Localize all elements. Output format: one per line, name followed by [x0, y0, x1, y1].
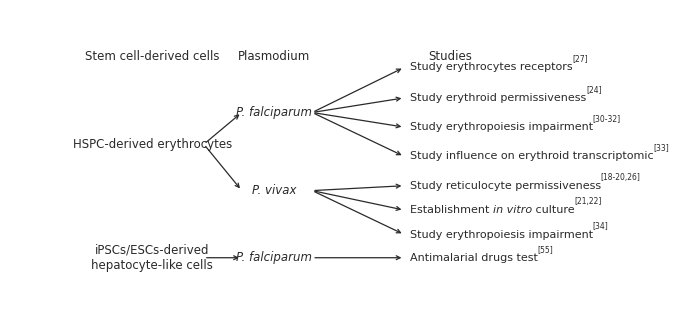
- Text: [24]: [24]: [586, 85, 602, 94]
- Text: Study erythropoiesis impairment: Study erythropoiesis impairment: [410, 230, 593, 240]
- Text: [21,22]: [21,22]: [575, 197, 602, 206]
- Text: iPSCs/ESCs-derived
hepatocyte-like cells: iPSCs/ESCs-derived hepatocyte-like cells: [92, 243, 213, 272]
- Text: Study erythroid permissiveness: Study erythroid permissiveness: [410, 93, 586, 103]
- Text: in vitro: in vitro: [493, 205, 532, 215]
- Text: [34]: [34]: [593, 222, 609, 230]
- Text: Study influence on erythroid transcriptomic: Study influence on erythroid transcripto…: [410, 152, 654, 161]
- Text: Antimalarial drugs test: Antimalarial drugs test: [410, 253, 538, 263]
- Text: P. vivax: P. vivax: [252, 184, 296, 197]
- Text: [30-32]: [30-32]: [593, 114, 621, 123]
- Text: HSPC-derived erythrocytes: HSPC-derived erythrocytes: [73, 138, 232, 151]
- Text: Study erythropoiesis impairment: Study erythropoiesis impairment: [410, 122, 593, 132]
- Text: Study reticulocyte permissiveness: Study reticulocyte permissiveness: [410, 181, 601, 191]
- Text: Stem cell-derived cells: Stem cell-derived cells: [85, 50, 219, 63]
- Text: [33]: [33]: [654, 143, 669, 152]
- Text: [18-20,26]: [18-20,26]: [601, 173, 641, 182]
- Text: P. falciparum: P. falciparum: [236, 251, 312, 264]
- Text: [55]: [55]: [538, 245, 554, 254]
- Text: Studies: Studies: [428, 50, 473, 63]
- Text: [27]: [27]: [572, 54, 588, 63]
- Text: Plasmodium: Plasmodium: [238, 50, 310, 63]
- Text: P. falciparum: P. falciparum: [236, 106, 312, 119]
- Text: culture: culture: [532, 205, 575, 215]
- Text: Study erythrocytes receptors: Study erythrocytes receptors: [410, 62, 572, 72]
- Text: Establishment: Establishment: [410, 205, 493, 215]
